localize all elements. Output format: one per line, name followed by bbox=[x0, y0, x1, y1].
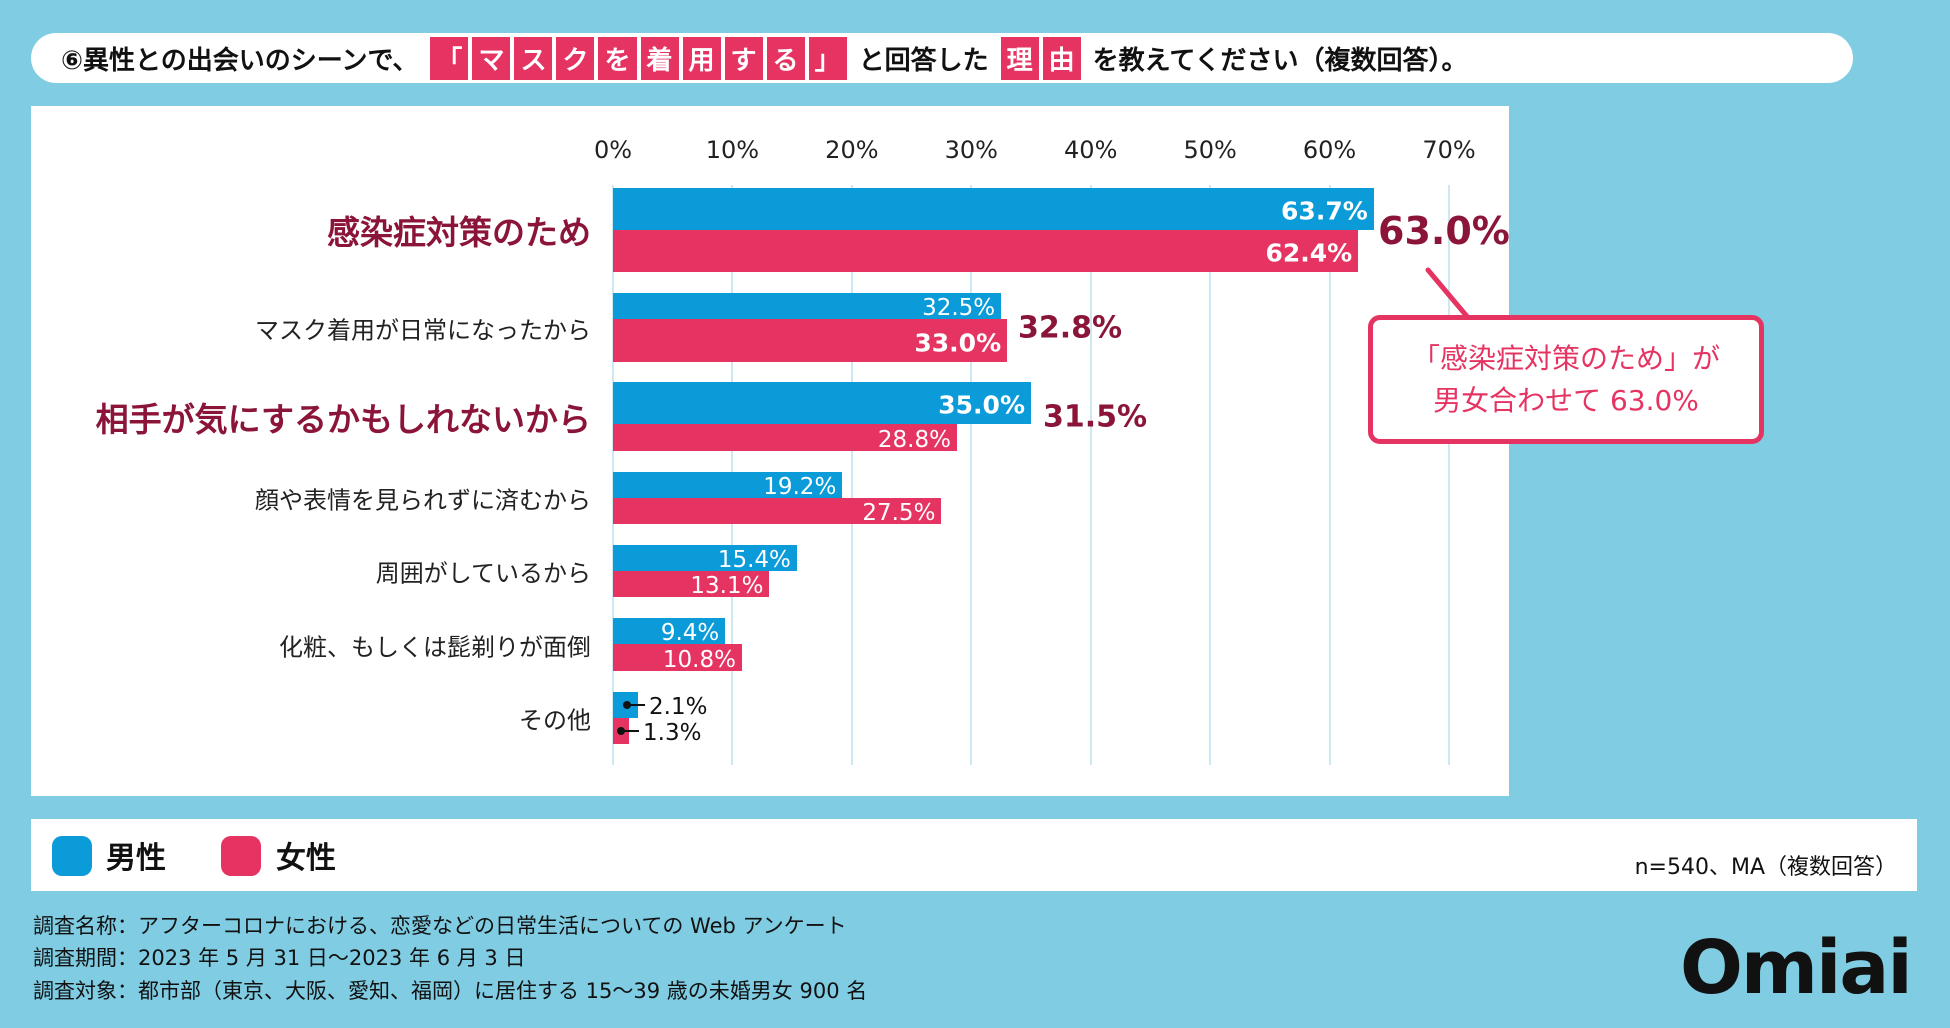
total-label: 63.0% bbox=[1378, 209, 1510, 253]
title-highlight-char: 着 bbox=[640, 36, 679, 80]
value-label: 13.1% bbox=[690, 573, 764, 599]
title-prefix: ⑥異性との出会いのシーンで、 bbox=[61, 45, 419, 76]
category-label: 顔や表情を見られずに済むから bbox=[255, 486, 591, 515]
legend-swatch-female bbox=[221, 836, 261, 876]
title-middle: と回答した bbox=[858, 45, 989, 76]
value-label: 28.8% bbox=[877, 426, 951, 453]
bar-female bbox=[613, 571, 770, 597]
callout-box: 「感染症対策のため」が 男女合わせて 63.0% bbox=[1368, 315, 1764, 444]
value-label: 19.2% bbox=[763, 474, 837, 500]
bar-male bbox=[613, 472, 843, 498]
footer-survey-name: 調査名称：アフターコロナにおける、恋愛などの日常生活についての Web アンケー… bbox=[33, 914, 847, 938]
category-label: 周囲がしているから bbox=[375, 559, 591, 588]
title-highlight-reason: 理由 bbox=[999, 36, 1083, 80]
title-highlight-char: 」 bbox=[808, 36, 847, 80]
x-tick-label: 40% bbox=[1064, 136, 1118, 164]
title-highlight-char: す bbox=[724, 36, 763, 80]
legend-label-female: 女性 bbox=[276, 841, 336, 876]
category-label: 化粧、もしくは髭剃りが面倒 bbox=[279, 633, 591, 661]
gridline bbox=[1448, 185, 1450, 765]
leader-line bbox=[621, 730, 639, 732]
x-tick-label: 70% bbox=[1422, 136, 1476, 164]
bar-female bbox=[613, 230, 1359, 272]
title-highlight-char: る bbox=[766, 36, 805, 80]
x-tick-label: 30% bbox=[944, 136, 998, 164]
value-label: 15.4% bbox=[717, 547, 791, 573]
category-label: 相手が気にするかもしれないから bbox=[95, 399, 591, 439]
sample-note: n=540、MA（複数回答） bbox=[1634, 855, 1897, 880]
bar-male bbox=[613, 293, 1002, 319]
title-highlight-char: 理 bbox=[1000, 36, 1039, 80]
x-tick-label: 60% bbox=[1302, 136, 1357, 164]
x-tick-label: 20% bbox=[825, 136, 879, 164]
value-label: 63.7% bbox=[1281, 196, 1368, 226]
category-label: マスク着用が日常になったから bbox=[255, 316, 591, 344]
gridline bbox=[1209, 185, 1212, 765]
bar-female bbox=[613, 319, 1008, 362]
bar-female bbox=[613, 498, 942, 524]
legend: 男性 女性 n=540、MA（複数回答） bbox=[31, 819, 1917, 891]
gridline bbox=[970, 185, 973, 765]
x-tick-label: 0% bbox=[593, 136, 633, 164]
title-highlight-char: を bbox=[598, 36, 637, 80]
x-tick-label: 50% bbox=[1183, 136, 1237, 164]
title-suffix: を教えてください（複数回答）。 bbox=[1092, 45, 1468, 76]
title-highlight-char: 由 bbox=[1042, 36, 1081, 80]
legend-label-male: 男性 bbox=[106, 841, 166, 876]
value-label: 10.8% bbox=[662, 646, 736, 673]
bar-male bbox=[613, 545, 797, 571]
bar-male bbox=[613, 188, 1374, 230]
title-highlight-mask: 「マスクを着用する」 bbox=[428, 36, 848, 80]
leader-line bbox=[627, 704, 645, 706]
footer-survey-period: 調査期間：2023 年 5 月 31 日～2023 年 6 月 3 日 bbox=[33, 946, 526, 970]
bar-female bbox=[613, 424, 957, 451]
value-label: 1.3% bbox=[643, 720, 702, 746]
category-label: その他 bbox=[519, 706, 591, 735]
bar-female bbox=[613, 644, 742, 671]
value-label: 9.4% bbox=[660, 620, 720, 646]
bar-male bbox=[613, 618, 726, 644]
x-tick-label: 10% bbox=[705, 136, 760, 164]
title-highlight-char: ス bbox=[514, 36, 553, 80]
title-highlight-char: 「 bbox=[430, 36, 469, 80]
total-label: 31.5% bbox=[1043, 399, 1148, 435]
category-label: 感染症対策のため bbox=[327, 213, 591, 252]
gridline bbox=[850, 185, 853, 765]
gridline bbox=[1089, 185, 1092, 765]
total-label: 32.8% bbox=[1018, 310, 1123, 346]
value-label: 33.0% bbox=[914, 328, 1002, 357]
value-label: 62.4% bbox=[1265, 238, 1353, 268]
title-highlight-char: ク bbox=[556, 36, 595, 80]
value-label: 35.0% bbox=[938, 390, 1025, 420]
title-highlight-char: 用 bbox=[682, 36, 721, 80]
footer-survey-target: 調査対象：都市部（東京、大阪、愛知、福岡）に居住する 15～39 歳の未婚男女 … bbox=[33, 979, 868, 1003]
value-label: 32.5% bbox=[922, 295, 996, 321]
gridline bbox=[1328, 185, 1331, 765]
value-label: 27.5% bbox=[862, 500, 936, 526]
callout-line-2: 男女合わせて 63.0% bbox=[1433, 383, 1699, 417]
bar-male bbox=[613, 382, 1031, 424]
value-label: 2.1% bbox=[649, 694, 708, 720]
omiai-logo: Omiai bbox=[1680, 925, 1913, 1011]
callout-line-1: 「感染症対策のため」が bbox=[1411, 341, 1720, 375]
legend-swatch-male bbox=[52, 836, 92, 876]
title-highlight-char: マ bbox=[472, 36, 511, 80]
question-title: ⑥異性との出会いのシーンで、 「マスクを着用する」 と回答した 理由 を教えてく… bbox=[31, 33, 1853, 83]
